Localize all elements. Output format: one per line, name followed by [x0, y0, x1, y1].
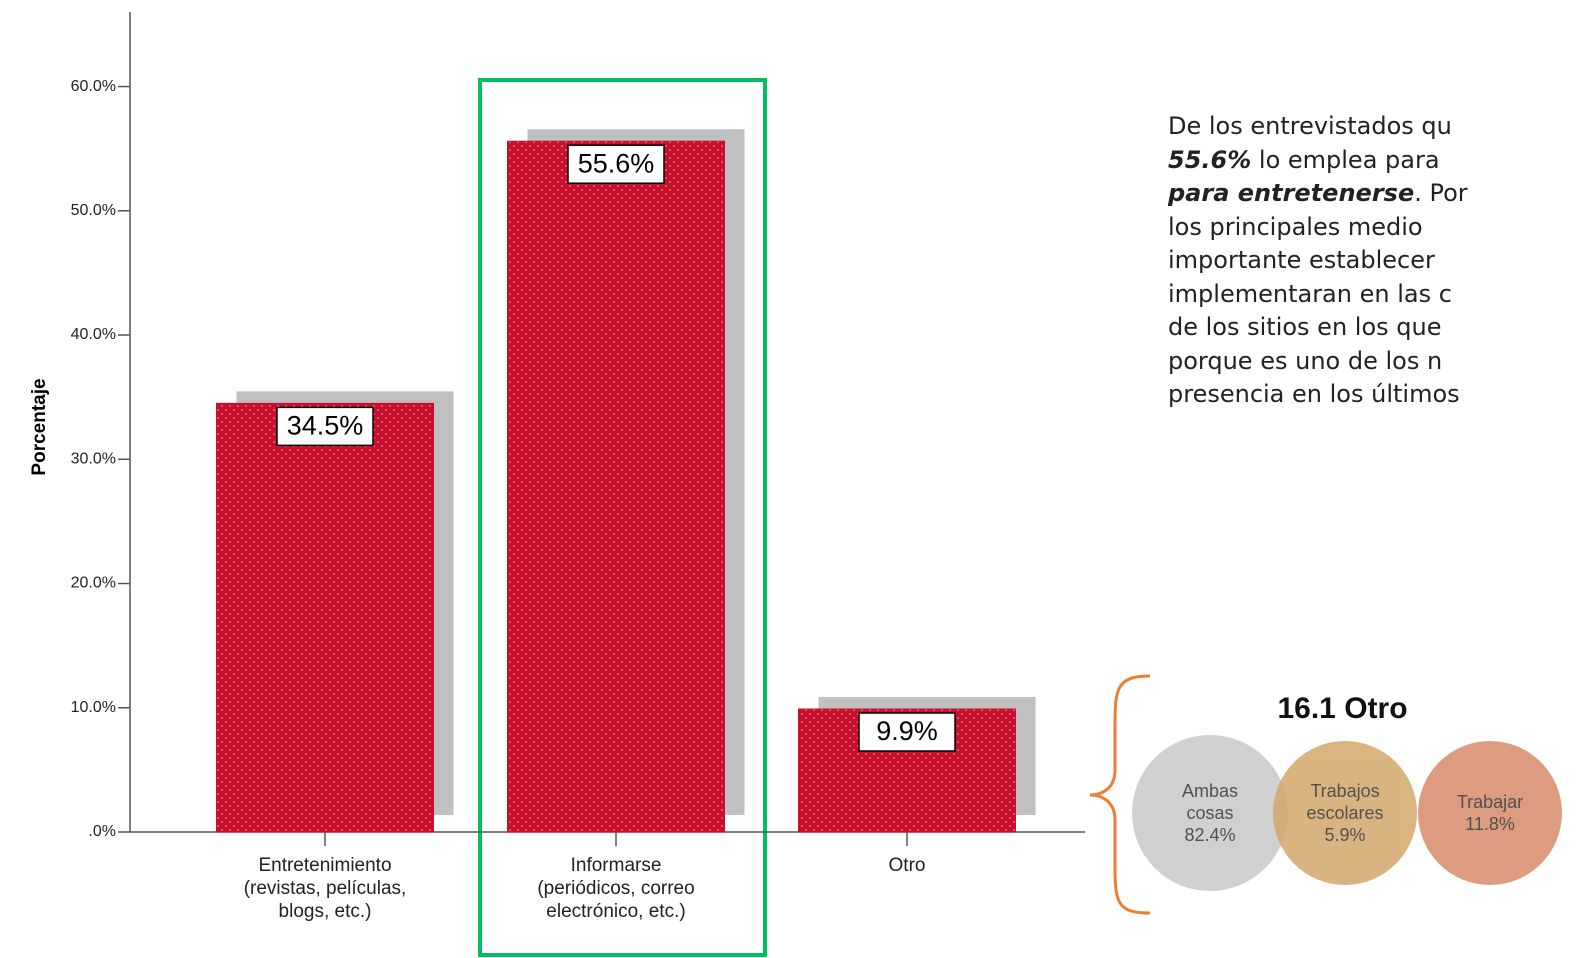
text-line: porque es uno de los n — [1168, 345, 1594, 379]
venn-label: Ambas cosas — [1181, 781, 1239, 823]
x-tick-label: blogs, etc.) — [279, 901, 372, 922]
text-run: . Por — [1414, 179, 1468, 207]
venn-title: 16.1 Otro — [1277, 692, 1408, 725]
y-axis-title: Porcentaje — [29, 378, 50, 475]
venn-circle: Trabajos escolares 5.9% — [1273, 741, 1417, 885]
text-line: 55.6% lo emplea para — [1168, 144, 1594, 178]
y-tick-label: .0% — [88, 823, 116, 840]
text-run: presencia en los últimos — [1168, 380, 1460, 408]
text-run: de los sitios en los que — [1168, 313, 1442, 341]
venn-value: 11.8% — [1465, 814, 1515, 834]
text-run: para entretenerse — [1168, 179, 1415, 207]
value-label: 34.5% — [287, 410, 364, 440]
text-run: importante establecer — [1168, 246, 1435, 274]
value-label-box — [276, 406, 374, 447]
text-run: De los entrevistados qu — [1168, 112, 1452, 140]
text-line: importante establecer — [1168, 244, 1594, 278]
text-line: implementaran en las c — [1168, 278, 1594, 312]
text-run: 55.6% — [1168, 145, 1252, 174]
venn-value: 5.9% — [1324, 825, 1366, 845]
y-tick-label: 40.0% — [71, 326, 116, 343]
highlight-box — [478, 78, 767, 957]
text-run: implementaran en las c — [1168, 279, 1452, 308]
venn-label: Trabajos escolares — [1306, 781, 1384, 823]
brace — [1089, 674, 1151, 915]
venn-label: Trabajar — [1456, 792, 1524, 812]
y-tick-label: 20.0% — [71, 575, 116, 592]
text-line: los principales medio — [1168, 211, 1594, 245]
value-label-box — [858, 712, 956, 752]
venn-value: 82.4% — [1184, 825, 1236, 845]
x-tick-label: (periódicos, correo — [537, 878, 694, 899]
text-run: los principales medio — [1168, 212, 1423, 241]
x-tick-label: electrónico, etc.) — [546, 901, 685, 922]
x-tick-label: (revistas, películas, — [244, 878, 407, 899]
text-line: presencia en los últimos — [1168, 378, 1594, 412]
text-line: para entretenerse. Por — [1168, 177, 1594, 211]
y-tick-label: 10.0% — [71, 699, 116, 716]
paragraph: De los entrevistados qu 55.6% lo emplea p… — [1168, 110, 1594, 412]
x-tick-label: Otro — [889, 855, 926, 876]
bar — [507, 140, 725, 833]
value-label-box — [567, 144, 665, 184]
value-label: 9.9% — [876, 716, 938, 746]
text-run: porque es uno de los n — [1168, 346, 1443, 375]
x-tick-label: Informarse — [571, 855, 662, 876]
y-tick-label: 60.0% — [71, 78, 116, 95]
text-run: lo emplea para — [1251, 145, 1440, 174]
bar — [216, 402, 434, 833]
text-line: de los sitios en los que — [1168, 311, 1594, 345]
x-tick-label: Entretenimiento — [258, 855, 391, 876]
value-label: 55.6% — [578, 148, 655, 178]
venn-circle: Ambas cosas 82.4% — [1132, 735, 1288, 891]
venn-circle: Trabajar 11.8% — [1418, 741, 1562, 885]
y-tick-label: 30.0% — [71, 450, 116, 467]
y-tick-label: 50.0% — [71, 202, 116, 219]
text-line: De los entrevistados qu — [1168, 110, 1594, 144]
